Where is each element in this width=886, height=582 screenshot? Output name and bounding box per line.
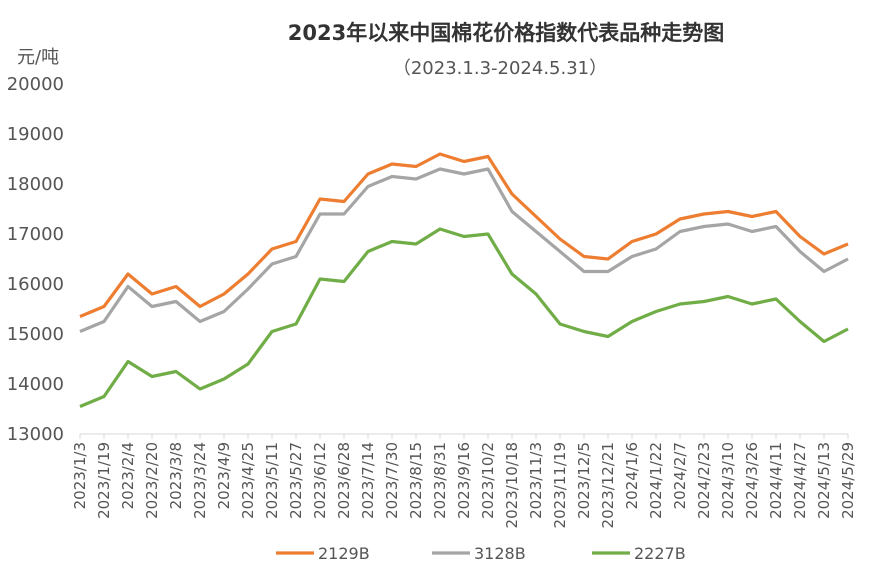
legend-label-2227B: 2227B [634, 544, 686, 563]
y-axis: 20000 19000 18000 17000 16000 15000 14000 13000 [7, 74, 64, 445]
x-tick-label: 2023/1/3 [71, 442, 89, 509]
x-tick-label: 2024/2/23 [695, 442, 713, 519]
x-tick-label: 2024/5/29 [839, 442, 857, 519]
x-tick-label: 2023/6/12 [311, 442, 329, 519]
x-tick-label: 2023/5/11 [263, 442, 281, 519]
x-tick-label: 2024/3/10 [719, 442, 737, 519]
y-tick-label: 19000 [7, 124, 64, 145]
legend-label-2129B: 2129B [318, 544, 370, 563]
legend-label-3128B: 3128B [474, 544, 526, 563]
x-tick-label: 2023/8/15 [407, 442, 425, 519]
y-tick-label: 20000 [7, 74, 64, 95]
x-tick-label: 2023/3/8 [167, 442, 185, 509]
x-tick-label: 2023/6/28 [335, 442, 353, 519]
series-line-2129B [79, 152, 849, 318]
x-tick-label: 2023/4/25 [239, 442, 257, 519]
series-line-2227B [79, 227, 849, 408]
x-tick-label: 2023/2/4 [119, 442, 137, 509]
y-tick-label: 18000 [7, 174, 64, 195]
y-axis-label: 元/吨 [17, 47, 59, 68]
x-tick-label: 2023/5/27 [287, 442, 305, 519]
x-tick-label: 2023/10/2 [479, 442, 497, 519]
x-tick-label: 2023/11/19 [551, 442, 569, 528]
y-tick-label: 13000 [7, 424, 64, 445]
x-tick-label: 2024/1/6 [623, 442, 641, 509]
y-tick-label: 15000 [7, 324, 64, 345]
x-tick-label: 2023/3/24 [191, 442, 209, 519]
x-tick-label: 2023/8/31 [431, 442, 449, 519]
x-tick-label: 2023/12/5 [575, 442, 593, 519]
x-tick-label: 2024/2/7 [671, 442, 689, 509]
legend: 2129B 3128B 2227B [276, 544, 686, 563]
x-tick-label: 2023/10/18 [503, 442, 521, 528]
series-line-3128B [79, 167, 849, 333]
x-tick-label: 2024/5/13 [815, 442, 833, 519]
y-tick-label: 14000 [7, 374, 64, 395]
x-tick-label: 2024/4/11 [767, 442, 785, 519]
chart-subtitle: （2023.1.3-2024.5.31） [393, 58, 607, 79]
chart-title: 2023年以来中国棉花价格指数代表品种走势图 [288, 21, 724, 45]
x-tick-label: 2023/4/9 [215, 442, 233, 509]
series-lines [79, 152, 849, 408]
x-tick-label: 2023/2/20 [143, 442, 161, 519]
x-tick-label: 2023/7/14 [359, 442, 377, 519]
x-tick-label: 2024/3/26 [743, 442, 761, 519]
x-tick-label: 2024/4/27 [791, 442, 809, 519]
x-tick-label: 2023/7/30 [383, 442, 401, 519]
x-tick-label: 2023/11/3 [527, 442, 545, 519]
x-tick-label: 2024/1/22 [647, 442, 665, 519]
x-tick-label: 2023/1/19 [95, 442, 113, 519]
x-tick-label: 2023/12/21 [599, 442, 617, 528]
y-tick-label: 16000 [7, 274, 64, 295]
x-axis: 2023/1/3 2023/1/19 2023/2/4 2023/2/20 2023/3… [71, 434, 857, 528]
x-tick-label: 2023/9/16 [455, 442, 473, 519]
y-tick-label: 17000 [7, 224, 64, 245]
